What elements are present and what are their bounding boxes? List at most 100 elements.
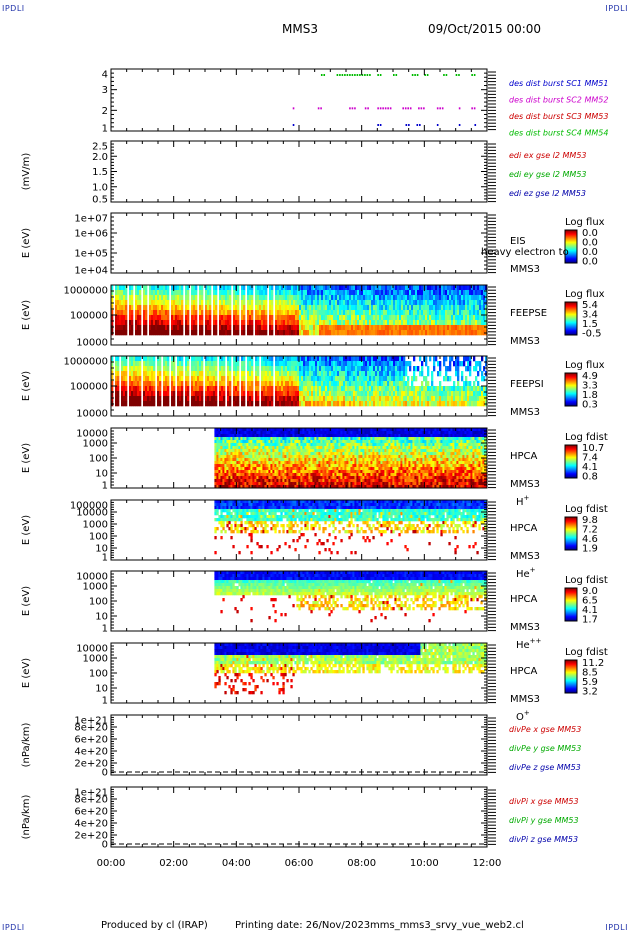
hpca_he-ylabel: E (eV) xyxy=(21,515,32,545)
burst-mark-2 xyxy=(384,107,387,110)
eis-ytick-label: 1e+04 xyxy=(74,266,108,277)
edi-legend-entry: edi ey gse l2 MM53 xyxy=(509,170,587,179)
burst-mark-4 xyxy=(341,74,344,76)
eis-ytick-label: 1e+06 xyxy=(74,229,108,240)
hpca_h-colorbar-tick-label: 7.4 xyxy=(582,453,598,464)
feepse-colorbar-tick-label: 3.4 xyxy=(582,310,598,321)
eis-colorbar-tick-label: 0.0 xyxy=(582,238,598,249)
burst-mark-4 xyxy=(336,74,339,76)
hpca_o-species-label: O+ xyxy=(516,709,530,723)
burst-mark-4 xyxy=(346,74,349,76)
burst-mark-4 xyxy=(395,74,398,76)
divpe-ytick-label: 4e+20 xyxy=(74,747,108,758)
x-tick-label: 04:00 xyxy=(222,858,251,869)
edi-ytick-label: 0.5 xyxy=(92,195,108,206)
feepse-colorbar xyxy=(564,301,578,336)
burst-ytick-label: 4 xyxy=(102,70,108,81)
divpe-ytick-label: 2e+20 xyxy=(74,759,108,770)
hpca_h-ylabel: E (eV) xyxy=(21,443,32,473)
divpi-ytick-label: 8e+20 xyxy=(74,795,108,806)
hpca_he-ytick-label: 1 xyxy=(102,553,108,564)
eis-colorbar-tick-label: 0.0 xyxy=(582,228,598,239)
hpca_o-colorbar-tick-label: 11.2 xyxy=(582,658,604,669)
burst-mark-2 xyxy=(364,107,367,110)
eis-ylabel: E (eV) xyxy=(21,228,32,258)
hpca_o-colorbar-tick-label: 3.2 xyxy=(582,687,598,698)
divpi-legend-entry: divPi z gse MM53 xyxy=(509,835,578,844)
burst-mark-1 xyxy=(419,124,421,126)
burst-mark-4 xyxy=(356,74,359,76)
burst-mark-2 xyxy=(317,107,320,110)
corner-label-bottom-right: IPDLI xyxy=(605,923,628,932)
divpi-ylabel: (nPa/km) xyxy=(21,795,32,840)
feepsi-label-0: FEEPSI xyxy=(510,379,544,390)
panel-feepse: 1000000 100000 10000 E (eV) FEEPSE MMS3 Log fl… xyxy=(21,284,605,349)
burst-mark-1 xyxy=(292,124,295,126)
x-tick-label: 06:00 xyxy=(285,858,314,869)
burst-mark-4 xyxy=(473,74,476,76)
eis-label-0: EIS xyxy=(510,236,526,247)
burst-mark-2 xyxy=(458,107,461,110)
burst-mark-4 xyxy=(455,74,458,76)
burst-mark-4 xyxy=(339,74,341,76)
feepsi-colorbar-tick-label: 0.3 xyxy=(582,400,598,411)
divpi-legend-entry: divPi x gse MM53 xyxy=(509,797,579,806)
eis-ytick-label: 1e+07 xyxy=(74,214,108,225)
eis-label-1: MMS3 xyxy=(510,264,540,275)
hpca_hepp-ytick-label: 100 xyxy=(89,597,108,608)
burst-mark-4 xyxy=(445,74,448,76)
feepse-colorbar-tick-label: -0.5 xyxy=(582,329,602,340)
eis-overlay-text: heavy electron to xyxy=(481,247,569,258)
hpca_o-colorbar-title: Log fdist xyxy=(565,647,608,658)
burst-mark-2 xyxy=(351,107,354,110)
burst-mark-2 xyxy=(382,107,384,110)
burst-mark-2 xyxy=(404,107,407,110)
feepse-label-1: MMS3 xyxy=(510,336,540,347)
divpi-ytick-label: 0 xyxy=(102,840,108,851)
burst-mark-1 xyxy=(458,124,461,126)
edi-ytick-label: 1.5 xyxy=(92,167,108,178)
feepse-colorbar-tick-label: 1.5 xyxy=(582,319,598,330)
corner-label-top-left: IPDLI xyxy=(2,4,25,13)
burst-mark-2 xyxy=(389,107,392,110)
burst-legend-entry: des dist burst SC3 MM53 xyxy=(509,112,608,121)
burst-mark-2 xyxy=(441,107,444,110)
burst-plot-area xyxy=(292,74,477,126)
divpi-frame xyxy=(110,786,488,848)
divpe-legend-entry: divPe x gse MM53 xyxy=(509,725,581,734)
burst-mark-4 xyxy=(471,74,473,76)
eis-ytick-label: 1e+05 xyxy=(74,249,108,260)
feepsi-colorbar xyxy=(564,372,578,407)
burst-mark-2 xyxy=(418,107,420,110)
hpca_he-ytick-label: 100 xyxy=(89,532,108,543)
feepse-colorbar-title: Log flux xyxy=(565,289,605,300)
feepse-colorbar-tick-label: 5.4 xyxy=(582,300,598,311)
hpca_o-ytick-label: 1000 xyxy=(83,654,108,665)
hpca_hepp-species-label: He++ xyxy=(516,637,542,651)
hpca_he-colorbar-tick-label: 7.2 xyxy=(582,525,598,536)
divpi-legend-entry: divPi y gse MM53 xyxy=(509,816,579,825)
feepsi-colorbar-title: Log flux xyxy=(565,360,605,371)
hpca_he-ytick-label: 100000 xyxy=(70,501,108,512)
feepse-label-0: FEEPSE xyxy=(510,308,547,319)
hpca_he-colorbar-tick-label: 4.6 xyxy=(582,534,598,545)
burst-mark-2 xyxy=(354,107,356,110)
divpi-ytick-label: 1e+21 xyxy=(74,788,108,799)
hpca_o-ytick-label: 10 xyxy=(95,684,108,695)
burst-mark-2 xyxy=(387,107,389,110)
x-tick-label: 08:00 xyxy=(347,858,376,869)
panel-feepsi: 1000000 100000 10000 E (eV) FEEPSI MMS3 Log fl… xyxy=(21,355,605,420)
chart-title: MMS3 xyxy=(282,22,318,36)
burst-mark-4 xyxy=(361,74,364,76)
burst-ytick-label: 3 xyxy=(102,85,108,96)
burst-mark-2 xyxy=(379,107,382,110)
burst-mark-4 xyxy=(416,74,419,76)
divpe-legend-entry: divPe z gse MM53 xyxy=(509,763,581,772)
burst-mark-1 xyxy=(408,124,410,126)
hpca_o-colorbar-tick-label: 8.5 xyxy=(582,668,598,679)
hpca_hepp-ytick-label: 10000 xyxy=(76,572,108,583)
